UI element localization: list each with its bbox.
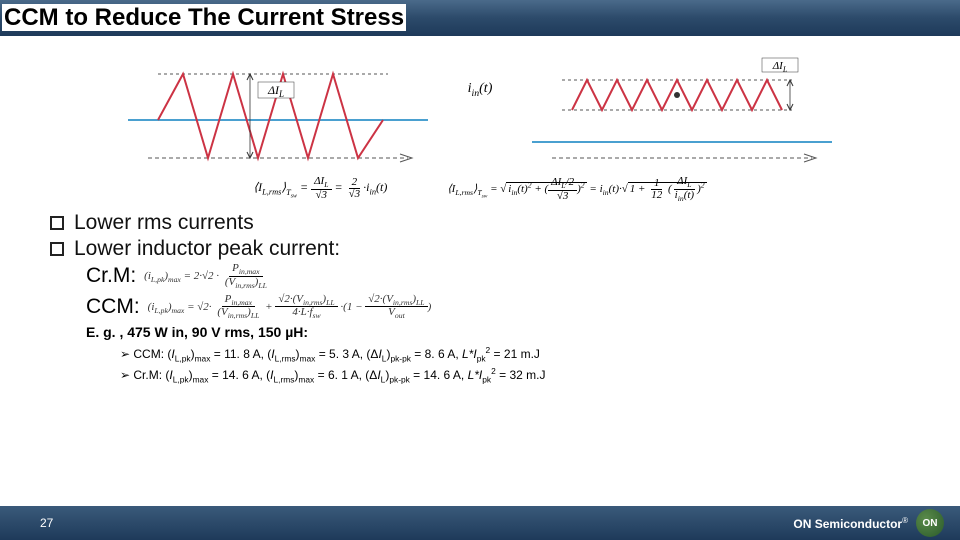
bullet-square-icon [50, 216, 64, 230]
bullet-item: Lower rms currents [50, 211, 960, 235]
bullet-text: Lower inductor peak current: [74, 237, 340, 261]
bullet-list: Lower rms currents Lower inductor peak c… [50, 211, 960, 261]
slide-body: ΔIL iin(t) ΔIL [0, 50, 960, 512]
sub-list: Cr.M: (iL,pk)max = 2·√2 · Pin,max(Vin,rm… [86, 263, 960, 321]
example-items: CCM: (IL,pk)max = 11. 8 A, (IL,rms)max =… [120, 344, 960, 386]
ccm-formula: (iL,pk)max = √2· Pin,max(Vin,rms)LL + √2… [148, 294, 432, 321]
bullet-item: Lower inductor peak current: [50, 237, 960, 261]
page-title: CCM to Reduce The Current Stress [2, 4, 406, 31]
equation-row: ⟨IL,rms⟩Tsw = ΔIL√3 = 2√3·iin(t) ⟨IL,rms… [0, 176, 960, 203]
crm-formula: (iL,pk)max = 2·√2 · Pin,max(Vin,rms)LL [144, 263, 270, 290]
bullet-text: Lower rms currents [74, 211, 254, 235]
example-heading: E. g. , 475 W in, 90 V rms, 150 µH: [86, 324, 960, 340]
title-bar: CCM to Reduce The Current Stress [0, 0, 960, 36]
equation-ccm: ⟨IL,rms⟩Tsw = √iin(t)2 + (ΔIL/2√3)2 = ii… [447, 176, 706, 203]
sub-item-ccm: CCM: (iL,pk)max = √2· Pin,max(Vin,rms)LL… [86, 294, 960, 321]
iin-label: iin(t) [468, 81, 493, 99]
equation-crm: ⟨IL,rms⟩Tsw = ΔIL√3 = 2√3·iin(t) [253, 176, 387, 203]
ccm-label: CCM: [86, 295, 140, 319]
sub-item-crm: Cr.M: (iL,pk)max = 2·√2 · Pin,max(Vin,rm… [86, 263, 960, 290]
example-ccm-line: CCM: (IL,pk)max = 11. 8 A, (IL,rms)max =… [120, 344, 960, 365]
page-number: 27 [40, 516, 53, 530]
footer-bar: 27 ON Semiconductor® ON [0, 506, 960, 540]
waveform-row: ΔIL iin(t) ΔIL [0, 50, 960, 170]
waveform-ccm: ΔIL [532, 50, 832, 170]
bullet-square-icon [50, 242, 64, 256]
crm-label: Cr.M: [86, 264, 136, 288]
waveform-crm: ΔIL [128, 50, 428, 170]
brand-logo-icon: ON [916, 509, 944, 537]
example-crm-line: Cr.M: (IL,pk)max = 14. 6 A, (IL,rms)max … [120, 365, 960, 386]
brand-label: ON Semiconductor® [793, 516, 908, 531]
